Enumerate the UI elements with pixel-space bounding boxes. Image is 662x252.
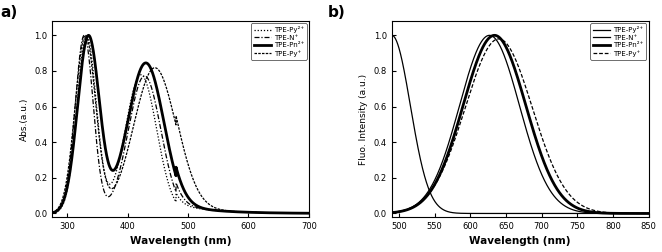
- TPE-Pn²⁺: [48, 211, 56, 214]
- TPE-N⁺: [638, 212, 645, 215]
- Text: b): b): [328, 5, 346, 20]
- TPE-Py²⁺: [632, 212, 639, 215]
- TPE-Py⁺: [645, 212, 653, 215]
- TPE-Py⁺: [147, 69, 155, 72]
- X-axis label: Wavelength (nm): Wavelength (nm): [469, 236, 571, 246]
- TPE-Pn²⁺: [85, 34, 93, 37]
- Line: TPE-Pn²⁺: TPE-Pn²⁺: [52, 35, 309, 213]
- TPE-N⁺: [80, 34, 88, 37]
- TPE-Pn²⁺: [638, 212, 645, 215]
- Y-axis label: Abs.(a.u.): Abs.(a.u.): [20, 97, 28, 141]
- TPE-Pn²⁺: [491, 34, 498, 37]
- TPE-Py⁺: [300, 212, 308, 215]
- TPE-N⁺: [158, 133, 166, 136]
- TPE-Pn²⁺: [550, 182, 558, 185]
- TPE-N⁺: [93, 142, 101, 145]
- TPE-Py²⁺: [300, 212, 308, 215]
- TPE-Py⁺: [623, 212, 631, 215]
- TPE-N⁺: [388, 211, 396, 214]
- TPE-Py⁺: [272, 211, 280, 214]
- TPE-N⁺: [645, 212, 653, 215]
- TPE-Py²⁺: [93, 107, 101, 110]
- TPE-Pn²⁺: [272, 211, 280, 214]
- TPE-Pn²⁺: [645, 212, 653, 215]
- TPE-N⁺: [550, 195, 558, 198]
- TPE-Py²⁺: [550, 212, 558, 215]
- TPE-Py²⁺: [272, 211, 280, 214]
- TPE-Py⁺: [397, 210, 404, 213]
- Line: TPE-Py²⁺: TPE-Py²⁺: [392, 35, 649, 213]
- TPE-N⁺: [77, 42, 85, 45]
- TPE-Py²⁺: [147, 98, 155, 101]
- TPE-Py⁺: [495, 37, 502, 40]
- Line: TPE-Pn²⁺: TPE-Pn²⁺: [392, 35, 649, 213]
- TPE-Py²⁺: [397, 52, 404, 55]
- TPE-N⁺: [48, 212, 56, 215]
- TPE-Pn²⁺: [513, 73, 521, 76]
- TPE-N⁺: [623, 212, 631, 215]
- TPE-Py⁺: [93, 113, 101, 116]
- TPE-Pn²⁺: [93, 76, 101, 79]
- Line: TPE-Py⁺: TPE-Py⁺: [52, 35, 309, 213]
- TPE-Py²⁺: [48, 212, 56, 215]
- TPE-Py²⁺: [512, 212, 520, 215]
- Y-axis label: Fluo. Intensity (a.u.): Fluo. Intensity (a.u.): [359, 74, 368, 165]
- TPE-Py⁺: [638, 212, 645, 215]
- TPE-N⁺: [397, 210, 404, 213]
- TPE-Py²⁺: [623, 212, 631, 215]
- TPE-Py⁺: [550, 167, 558, 170]
- TPE-Py²⁺: [83, 34, 91, 37]
- TPE-Pn²⁺: [158, 110, 166, 113]
- Line: TPE-Py⁺: TPE-Py⁺: [392, 39, 649, 213]
- TPE-N⁺: [513, 94, 521, 97]
- TPE-Py²⁺: [645, 212, 653, 215]
- TPE-N⁺: [272, 211, 280, 214]
- TPE-N⁺: [300, 212, 308, 215]
- TPE-Py⁺: [81, 34, 89, 37]
- TPE-Pn²⁺: [388, 211, 396, 214]
- TPE-Py⁺: [305, 212, 313, 215]
- TPE-Pn²⁺: [147, 67, 155, 70]
- TPE-Pn²⁺: [632, 212, 639, 215]
- Line: TPE-Py²⁺: TPE-Py²⁺: [52, 35, 309, 213]
- Line: TPE-N⁺: TPE-N⁺: [392, 35, 649, 213]
- TPE-Pn²⁺: [300, 212, 308, 215]
- TPE-Pn²⁺: [623, 212, 631, 215]
- TPE-N⁺: [632, 212, 639, 215]
- TPE-Py²⁺: [158, 154, 166, 158]
- TPE-Py⁺: [632, 212, 639, 215]
- TPE-Py⁺: [513, 61, 521, 64]
- TPE-Py²⁺: [388, 34, 396, 37]
- TPE-Pn²⁺: [77, 68, 85, 71]
- TPE-Py²⁺: [77, 58, 85, 61]
- TPE-Py⁺: [48, 211, 56, 214]
- TPE-Py²⁺: [305, 212, 313, 215]
- X-axis label: Wavelength (nm): Wavelength (nm): [130, 236, 231, 246]
- Legend: TPE-Py²⁺, TPE-N⁺, TPE-Pn²⁺, TPE-Py⁺: TPE-Py²⁺, TPE-N⁺, TPE-Pn²⁺, TPE-Py⁺: [251, 23, 307, 60]
- Line: TPE-N⁺: TPE-N⁺: [52, 35, 309, 213]
- TPE-N⁺: [147, 84, 155, 87]
- TPE-N⁺: [305, 212, 313, 215]
- TPE-Py⁺: [77, 47, 85, 50]
- TPE-Py⁺: [388, 211, 396, 214]
- TPE-N⁺: [485, 34, 493, 37]
- TPE-Pn²⁺: [397, 210, 404, 213]
- TPE-Pn²⁺: [305, 212, 313, 215]
- TPE-Py⁺: [158, 74, 166, 77]
- TPE-Py²⁺: [638, 212, 645, 215]
- Legend: TPE-Py²⁺, TPE-N⁺, TPE-Pn²⁺, TPE-Py⁺: TPE-Py²⁺, TPE-N⁺, TPE-Pn²⁺, TPE-Py⁺: [591, 23, 646, 60]
- Text: a): a): [1, 5, 18, 20]
